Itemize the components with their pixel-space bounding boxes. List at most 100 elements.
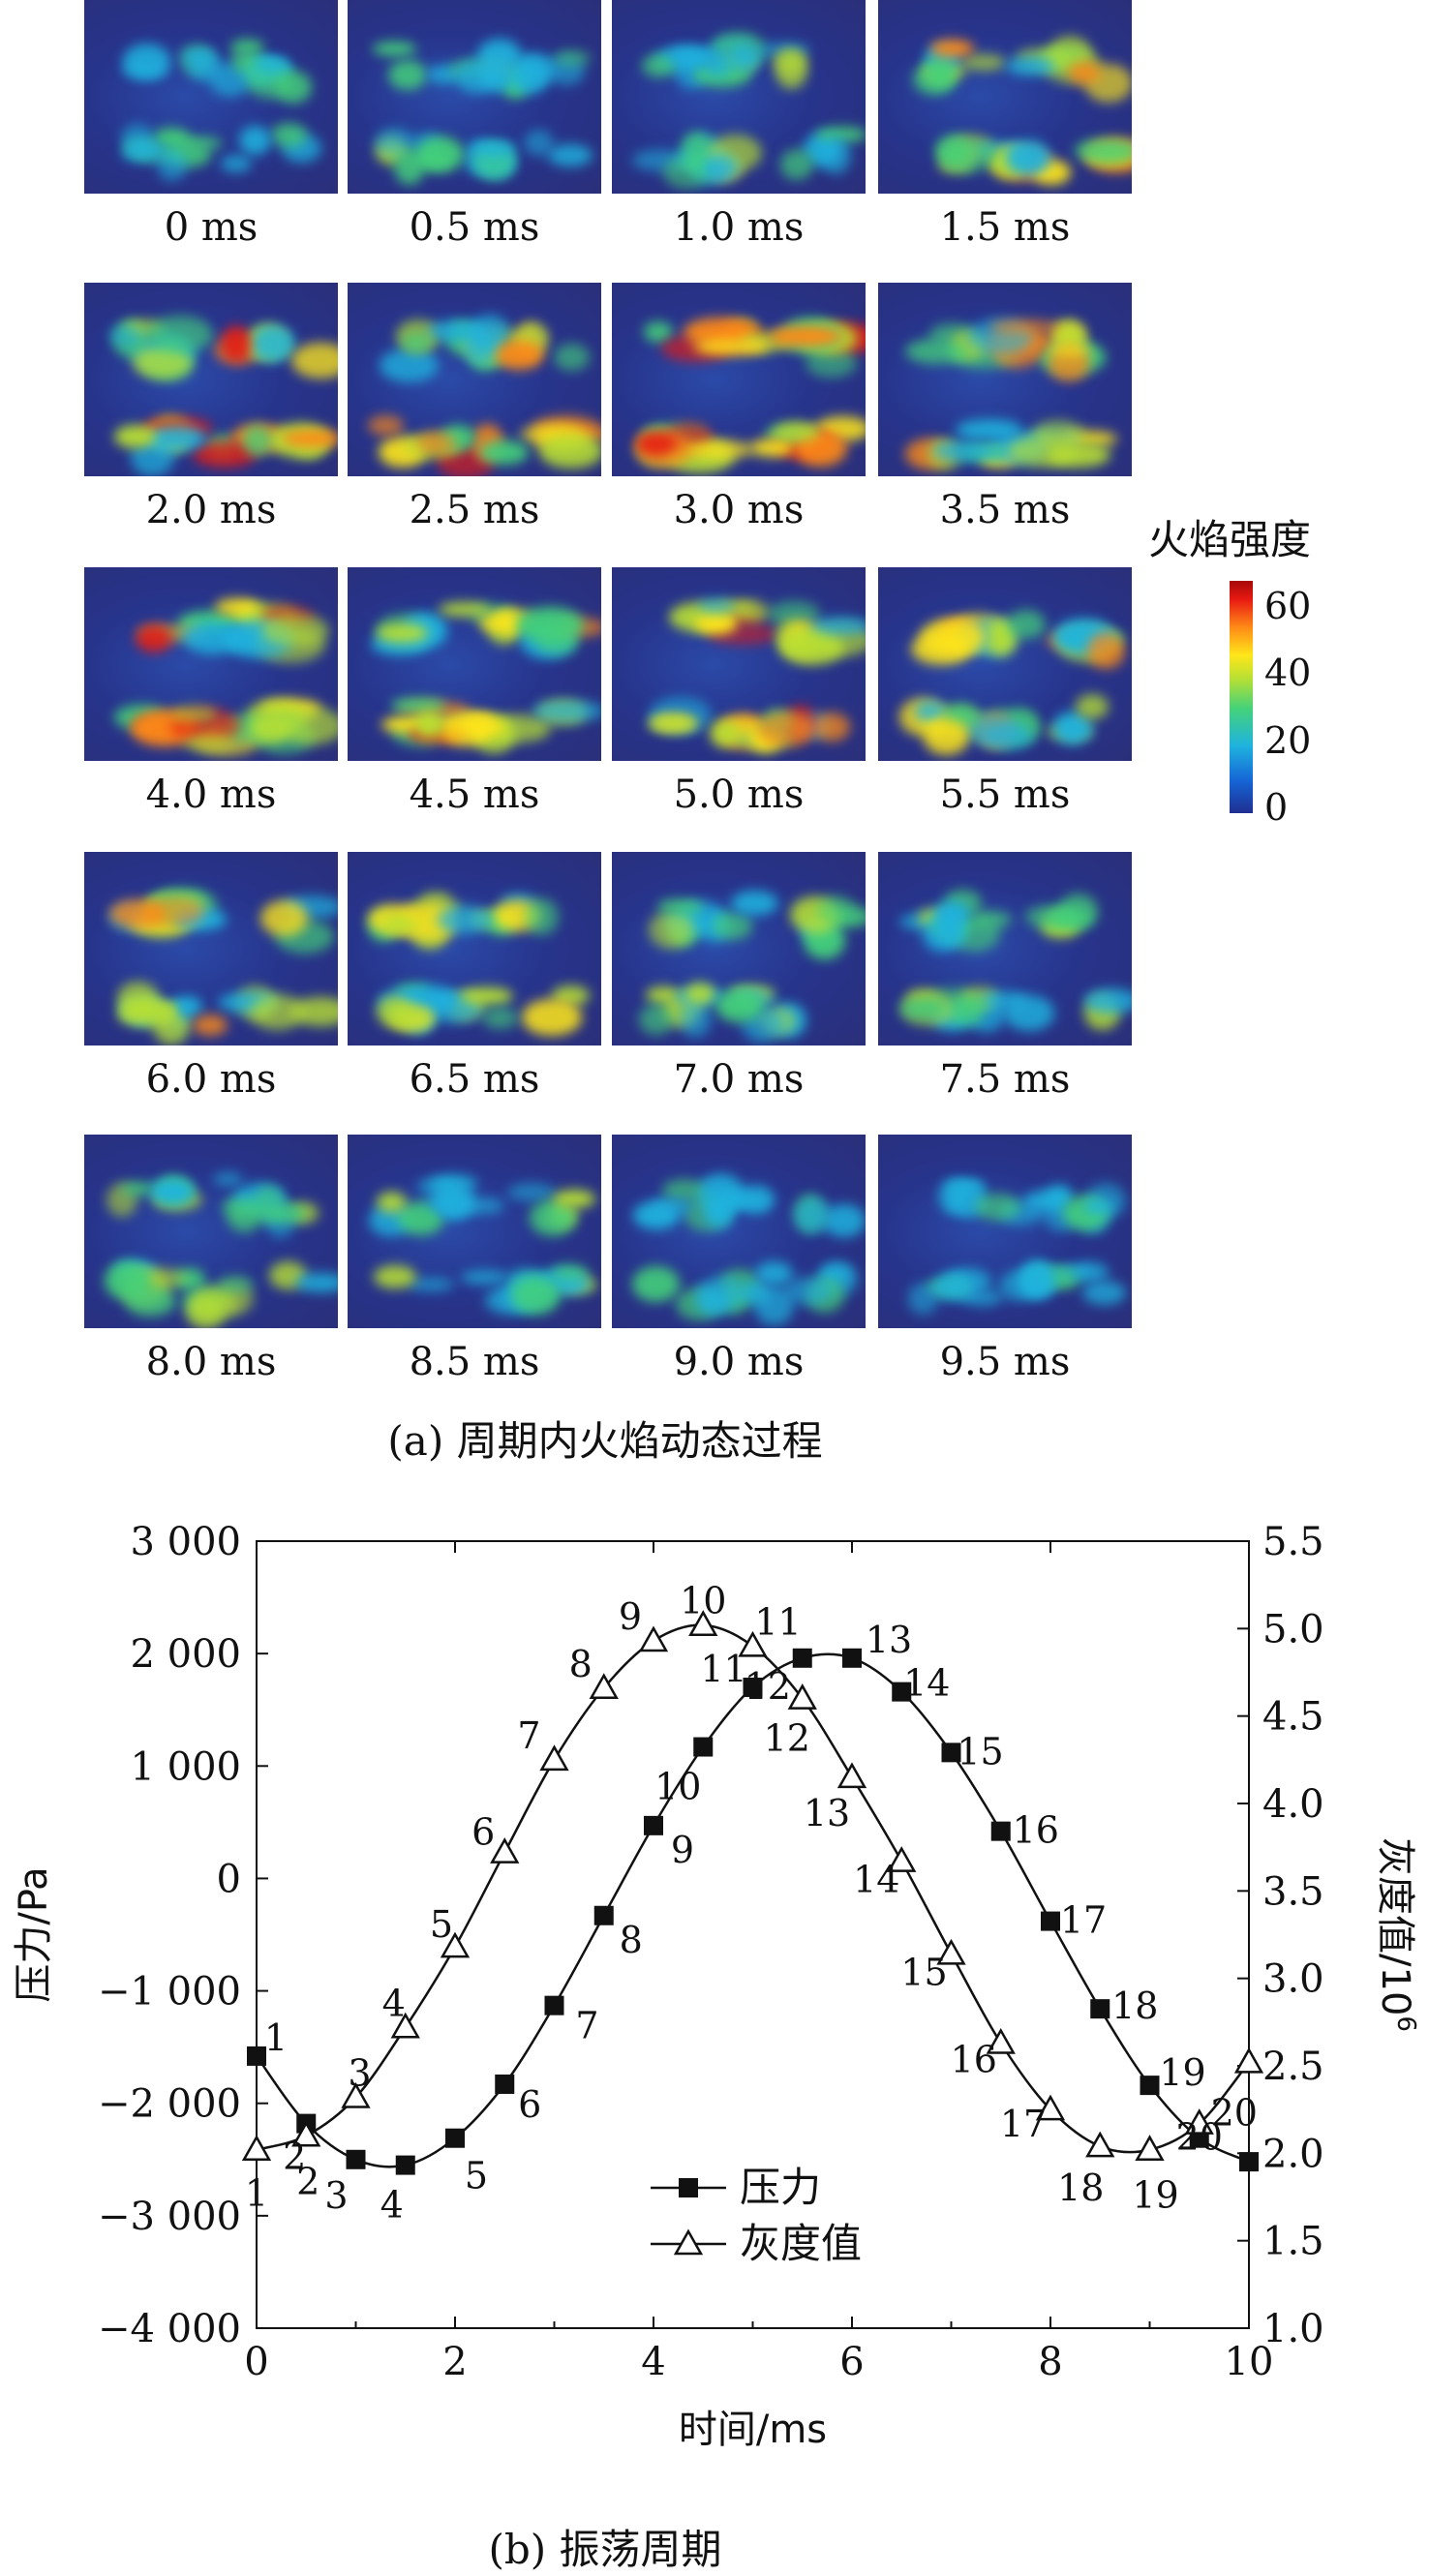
flame-blob (647, 715, 700, 731)
frame-time-label: 2.5 ms (409, 488, 540, 532)
grayscale-point (1184, 2108, 1214, 2135)
flame-blob (510, 1276, 561, 1315)
flame-blob (212, 1171, 243, 1186)
flame-blob (726, 1193, 770, 1208)
flame-blob (389, 1005, 434, 1032)
colorbar-tick: 60 (1264, 585, 1312, 627)
frame-time-label: 0 ms (164, 205, 258, 250)
flame-blob (147, 315, 214, 354)
point-label: 11 (700, 1648, 746, 1690)
point-label: 13 (866, 1619, 912, 1661)
panel-b-caption: (b) 振荡周期 (488, 2526, 722, 2573)
point-label: 16 (1013, 1809, 1059, 1852)
point-label: 18 (1057, 2167, 1104, 2209)
flame-blob (413, 711, 444, 740)
flame-blob (414, 152, 449, 168)
flame-blob (773, 421, 820, 442)
flame-blob (390, 698, 446, 712)
flame-blob (460, 1269, 509, 1285)
flame-frame (348, 1135, 601, 1328)
flame-blob (783, 1277, 832, 1305)
point-label: 19 (1159, 2051, 1205, 2094)
y-tick-label: 1 000 (130, 1744, 241, 1789)
point-label: 3 (348, 2052, 371, 2095)
flame-blob (522, 999, 582, 1036)
pressure-point (792, 1648, 812, 1668)
point-label: 9 (619, 1595, 642, 1638)
flame-blob (729, 44, 761, 72)
grayscale-point (738, 1630, 768, 1657)
frame-time-label: 2.0 ms (145, 488, 277, 532)
flame-blob (636, 432, 677, 457)
flame-blob (632, 1266, 680, 1303)
pressure-point (842, 1648, 862, 1668)
flame-blob (773, 47, 806, 74)
flame-frame (84, 1135, 338, 1328)
point-label: 10 (654, 1766, 701, 1808)
flame-blob (780, 148, 813, 181)
y2-tick-label: 4.5 (1262, 1695, 1324, 1740)
flame-blob (971, 911, 1013, 929)
point-label: 8 (569, 1643, 593, 1685)
flame-blob (1068, 61, 1102, 85)
frame-time-label: 5.0 ms (673, 773, 805, 817)
pressure-point (941, 1743, 961, 1763)
legend-marker-pressure (679, 2178, 698, 2197)
flame-blob (698, 598, 735, 615)
flame-blob (125, 1286, 176, 1318)
flame-frame (878, 0, 1132, 194)
flame-blob (250, 993, 305, 1031)
point-label: 4 (382, 1982, 406, 2024)
flame-blob (899, 997, 945, 1020)
flame-blob (482, 1006, 518, 1029)
flame-blob (638, 1003, 674, 1036)
frame-time-label: 1.5 ms (939, 205, 1071, 250)
flame-blob (174, 136, 223, 151)
flame-frame (612, 567, 866, 761)
flame-blob (250, 712, 292, 744)
x-tick-label: 4 (641, 2340, 665, 2384)
grayscale-point (986, 2027, 1016, 2054)
y-tick-label: −1 000 (98, 1970, 241, 2015)
y-tick-label: −4 000 (98, 2307, 241, 2351)
flame-blob (955, 419, 1024, 441)
frame-time-label: 7.5 ms (939, 1057, 1071, 1102)
point-label: 16 (951, 2039, 997, 2081)
flame-blob (147, 425, 207, 452)
frame-time-label: 7.0 ms (673, 1057, 805, 1102)
pressure-point (593, 1905, 614, 1925)
flame-blob (550, 1263, 589, 1281)
y-tick-label: 3 000 (130, 1520, 241, 1564)
colorbar-title: 火焰强度 (1148, 516, 1312, 563)
flame-blob (811, 712, 850, 742)
y2-tick-label: 5.0 (1262, 1607, 1324, 1652)
flame-blob (382, 914, 418, 936)
x-tick-label: 0 (244, 2340, 268, 2384)
flame-blob (295, 1273, 338, 1293)
flame-blob (439, 601, 491, 617)
flame-blob (704, 153, 740, 181)
flame-blob (408, 1277, 454, 1292)
flame-blob (221, 155, 252, 173)
grayscale-point (887, 1846, 917, 1872)
flame-blob (262, 613, 329, 647)
legend-label-pressure: 压力 (740, 2164, 821, 2211)
flame-blob (259, 899, 309, 937)
x-tick-label: 8 (1038, 2340, 1062, 2384)
flame-blob (1086, 632, 1126, 669)
grayscale-point (638, 1625, 669, 1652)
flame-blob (686, 439, 755, 459)
frame-time-label: 9.5 ms (939, 1340, 1071, 1384)
y2-tick-label: 2.0 (1262, 2132, 1324, 2176)
x-tick-label: 6 (839, 2340, 864, 2384)
flame-blob (532, 700, 601, 721)
flame-blob (388, 60, 427, 91)
flame-blob (709, 718, 741, 748)
flame-blob (253, 56, 289, 75)
flame-blob (907, 1283, 939, 1315)
flame-blob (694, 338, 770, 356)
colorbar-tick: 20 (1264, 719, 1312, 762)
point-label: 3 (324, 2174, 348, 2217)
frame-time-label: 9.0 ms (673, 1340, 805, 1384)
pressure-grayscale-chart: 0 2 4 6 8 10 −4 000 −3 000 −2 000 −1 000 0 1 000 2 0… (12, 1520, 1420, 2452)
